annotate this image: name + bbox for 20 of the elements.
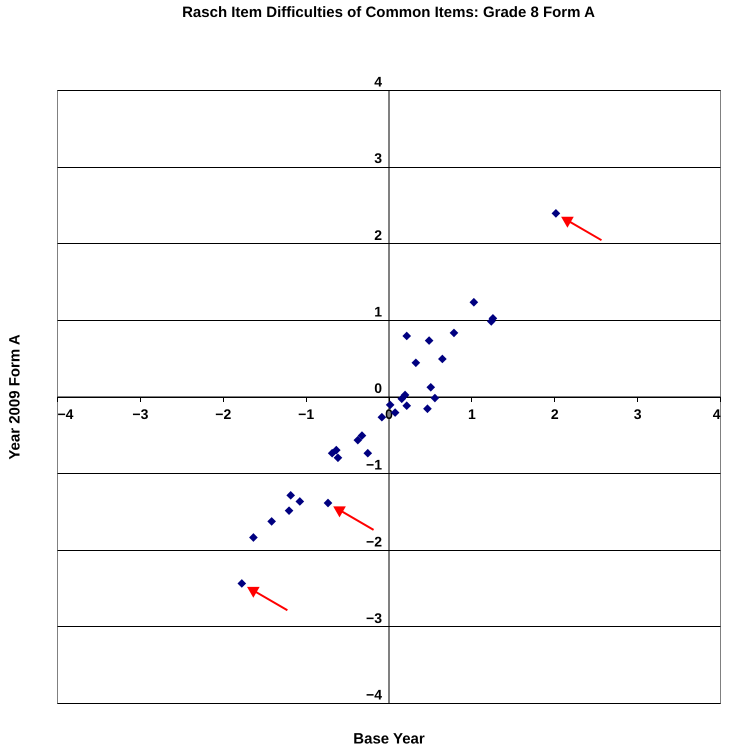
y-axis-title: Year 2009 Form A	[6, 334, 24, 460]
x-axis-title: Base Year	[353, 730, 425, 748]
x-tick-label: −3	[132, 406, 149, 422]
x-tick-label: 2	[550, 406, 559, 422]
x-tick-label: 4	[712, 406, 721, 422]
y-tick-label: 1	[374, 303, 382, 320]
y-tick-label: 2	[374, 226, 382, 243]
x-tick-label: −4	[58, 406, 74, 422]
y-tick-label: −3	[366, 610, 382, 626]
y-tick-label: 0	[374, 380, 382, 396]
x-tick-label: 1	[468, 406, 476, 422]
x-tick-label: 3	[634, 406, 642, 422]
chart-title: Rasch Item Difficulties of Common Items: Grade 8 Form A	[182, 4, 596, 21]
x-tick-label: −2	[215, 406, 232, 422]
x-tick-label: −1	[298, 406, 314, 422]
y-tick-label: −2	[366, 533, 382, 550]
y-tick-label: −1	[366, 456, 382, 473]
y-tick-label: 4	[374, 74, 382, 90]
y-tick-label: −4	[366, 686, 382, 702]
y-tick-label: 3	[374, 150, 382, 166]
